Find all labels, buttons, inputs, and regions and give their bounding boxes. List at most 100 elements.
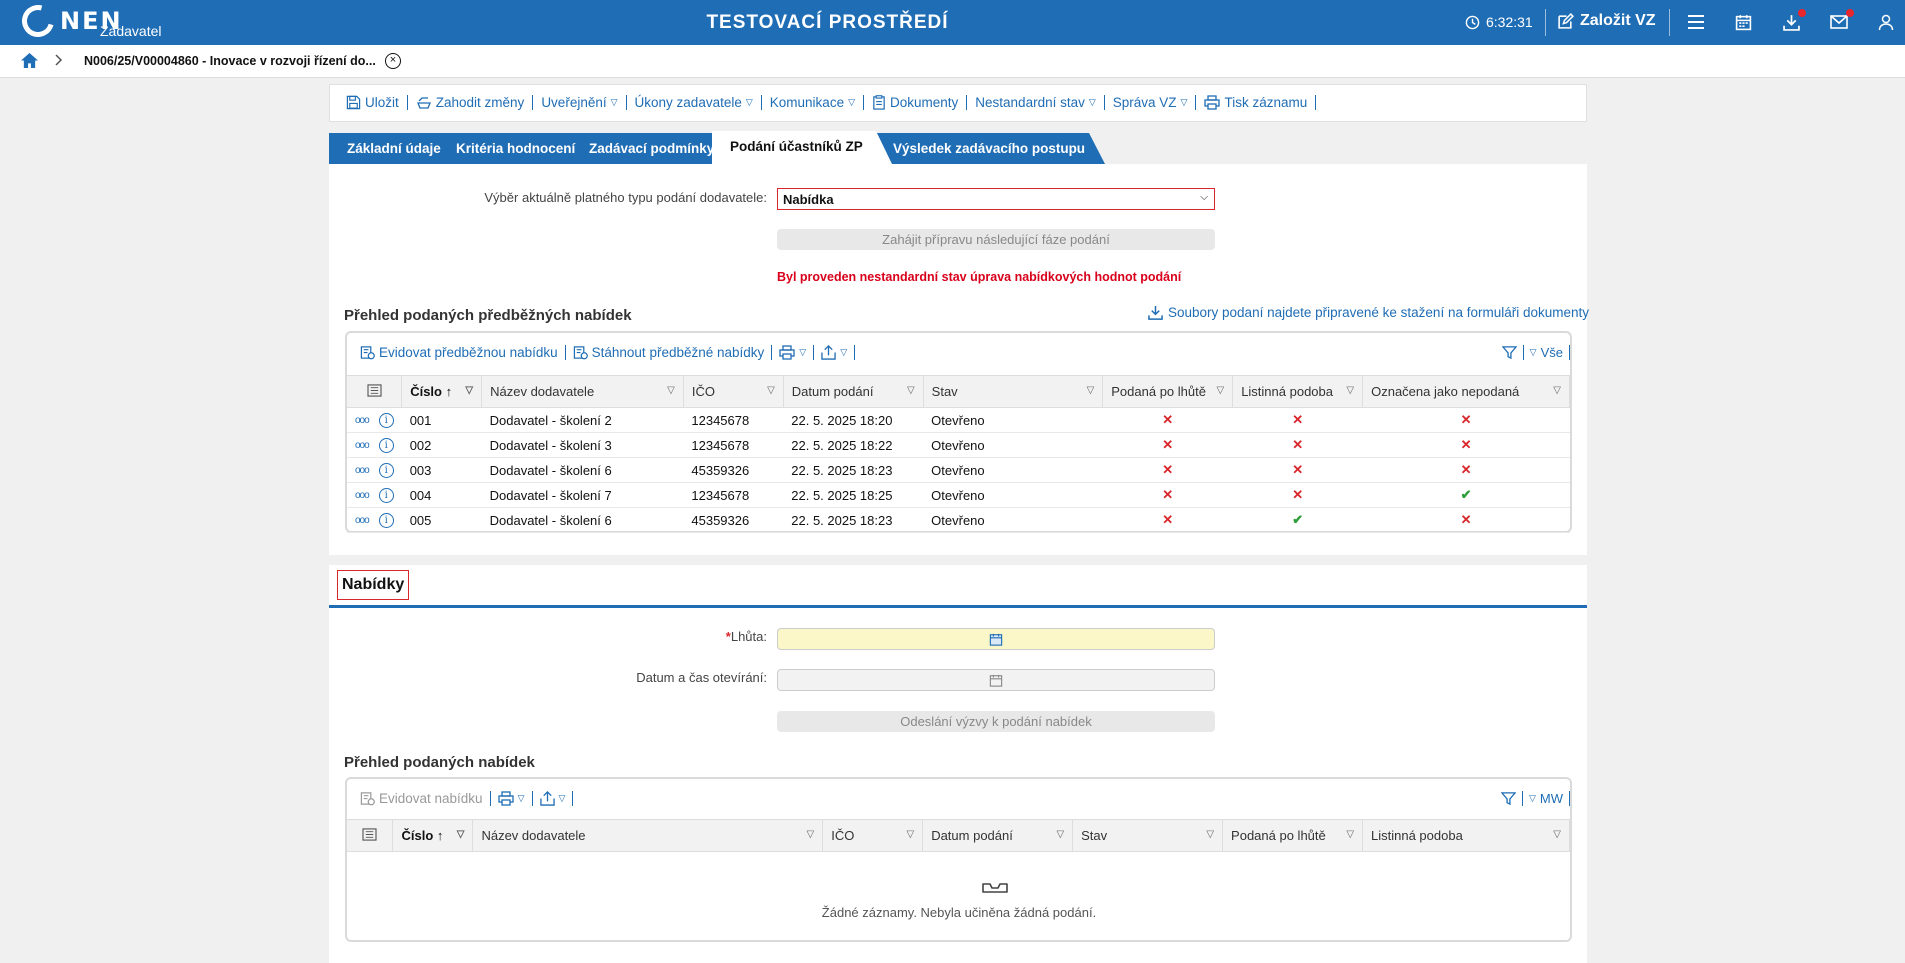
print-dropdown[interactable]: ▽ <box>772 345 815 360</box>
cell-nepodana: ✕ <box>1362 457 1570 483</box>
download-preliminary-button[interactable]: Stáhnout předběžné nabídky <box>566 345 773 360</box>
tab-1[interactable]: Kritéria hodnocení <box>438 133 588 164</box>
column-header-cislo[interactable]: Číslo ↑ ▽ <box>392 819 474 852</box>
info-icon[interactable]: i <box>378 512 394 528</box>
opening-label: Datum a čas otevírání: <box>636 670 767 685</box>
user-icon[interactable] <box>1874 11 1898 33</box>
calendar-icon[interactable] <box>1731 11 1755 33</box>
cell-datum: 22. 5. 2025 18:23 <box>783 507 924 533</box>
table-row[interactable]: ooo i 002 Dodavatel - školení 3 12345678 22. … <box>347 432 1570 458</box>
info-icon[interactable]: i <box>378 462 394 478</box>
table-row[interactable]: ooo i 005 Dodavatel - školení 6 45359326 22. … <box>347 507 1570 533</box>
register-offer-button[interactable]: Evidovat nabídku <box>353 791 491 806</box>
next-phase-button[interactable]: Zahájit přípravu následující fáze podání <box>777 229 1215 250</box>
info-icon[interactable]: i <box>378 412 394 428</box>
more-actions-icon[interactable]: ooo <box>355 464 370 476</box>
toolbar-item-2[interactable]: Uveřejnění ▽ <box>533 95 627 110</box>
check-icon: ✔ <box>1460 487 1472 502</box>
cell-po-lhute: ✕ <box>1102 482 1233 508</box>
more-actions-icon[interactable]: ooo <box>355 414 370 426</box>
breadcrumb-title[interactable]: N006/25/V00004860 - Inovace v rozvoji ří… <box>84 54 376 68</box>
view-select[interactable]: ▽ MW <box>1523 791 1570 806</box>
mail-icon[interactable] <box>1827 9 1854 33</box>
calendar-icon[interactable] <box>989 674 1003 687</box>
cross-icon: ✕ <box>1460 462 1472 477</box>
register-preliminary-button[interactable]: Evidovat předběžnou nabídku <box>353 345 566 360</box>
toolbar-item-4[interactable]: Komunikace ▽ <box>762 95 864 110</box>
column-header-datum[interactable]: Datum podání ▽ <box>922 819 1074 852</box>
menu-icon[interactable] <box>1684 11 1708 33</box>
table-row[interactable]: ooo i 003 Dodavatel - školení 6 45359326 22. … <box>347 457 1570 483</box>
column-header-po-lhute[interactable]: Podaná po lhůtě ▽ <box>1222 819 1364 852</box>
info-icon[interactable]: i <box>378 437 394 453</box>
toolbar-item-7[interactable]: Správa VZ ▽ <box>1105 95 1197 110</box>
cell-nepodana: ✕ <box>1362 507 1570 533</box>
column-header-stav[interactable]: Stav ▽ <box>1072 819 1224 852</box>
tab-3[interactable]: Podání účastníků ZP <box>712 131 892 164</box>
close-icon[interactable]: × <box>385 53 401 69</box>
chevron-down-icon: ▽ <box>745 97 753 107</box>
column-header-ico[interactable]: IČO ▽ <box>822 819 924 852</box>
toolbar-item-8[interactable]: Tisk záznamu <box>1196 95 1317 110</box>
submission-type-select[interactable]: Nabídka ⌵ <box>777 188 1215 210</box>
offers-grid: Evidovat nabídku ▽ ▽ ▽ MW Číslo ↑ ▽ Název… <box>345 777 1572 942</box>
more-actions-icon[interactable]: ooo <box>355 514 370 526</box>
empty-state-text: Žádné záznamy. Nebyla učiněna žádná podá… <box>821 905 1097 920</box>
create-vz-button[interactable]: Založit VZ <box>1557 12 1656 30</box>
chevron-down-icon: ▽ <box>610 97 618 107</box>
view-select[interactable]: ▽ Vše <box>1524 345 1570 360</box>
tab-4[interactable]: Výsledek zadávacího postupu <box>875 133 1105 164</box>
deadline-input[interactable] <box>777 628 1215 650</box>
column-header-listinna[interactable]: Listinná podoba ▽ <box>1232 375 1364 408</box>
export-dropdown[interactable]: ▽ <box>814 345 856 360</box>
column-header-po-lhute[interactable]: Podaná po lhůtě ▽ <box>1102 375 1234 408</box>
table-row[interactable]: ooo i 001 Dodavatel - školení 2 12345678 22. … <box>347 407 1570 433</box>
column-header-cislo[interactable]: Číslo ↑ ▽ <box>401 375 483 408</box>
calendar-icon[interactable] <box>989 633 1003 646</box>
cell-listinna: ✔ <box>1232 507 1363 533</box>
column-header-listinna[interactable]: Listinná podoba ▽ <box>1362 819 1570 852</box>
chevron-down-icon: ▽ <box>1180 97 1188 107</box>
table-row[interactable]: ooo i 004 Dodavatel - školení 7 12345678 22. … <box>347 482 1570 508</box>
column-header-nepodana[interactable]: Označena jako nepodaná ▽ <box>1362 375 1570 408</box>
filter-icon[interactable] <box>1496 345 1524 360</box>
clock-value: 6:32:31 <box>1486 14 1533 30</box>
column-settings-icon[interactable] <box>347 375 403 408</box>
download-icon[interactable] <box>1779 9 1806 33</box>
column-header-nazev[interactable]: Název dodavatele ▽ <box>472 819 824 852</box>
nen-logo[interactable]: NEN <box>16 0 123 43</box>
print-icon <box>779 345 795 360</box>
send-invitation-button[interactable]: Odeslání výzvy k podání nabídek <box>777 711 1215 732</box>
cell-cislo: 003 <box>401 457 482 483</box>
toolbar-item-6[interactable]: Nestandardní stav ▽ <box>967 95 1105 110</box>
download-files-link[interactable]: Soubory podaní najdete připravené ke sta… <box>1148 305 1589 320</box>
info-icon[interactable]: i <box>378 487 394 503</box>
column-header-ico[interactable]: IČO ▽ <box>683 375 784 408</box>
discard-icon <box>416 96 431 109</box>
toolbar-item-0[interactable]: Uložit <box>338 95 408 110</box>
tab-0[interactable]: Základní údaje <box>329 133 454 164</box>
toolbar-item-label: Uložit <box>365 95 399 110</box>
toolbar-item-3[interactable]: Úkony zadavatele ▽ <box>627 95 762 110</box>
column-header-datum[interactable]: Datum podání ▽ <box>783 375 924 408</box>
export-dropdown[interactable]: ▽ <box>533 791 574 806</box>
home-icon[interactable] <box>20 52 39 72</box>
more-actions-icon[interactable]: ooo <box>355 489 370 501</box>
filter-icon[interactable] <box>1495 791 1523 806</box>
column-header-nazev[interactable]: Název dodavatele ▽ <box>481 375 684 408</box>
toolbar-item-label: Komunikace <box>769 95 845 110</box>
opening-input[interactable] <box>777 669 1215 691</box>
check-icon: ✔ <box>1292 512 1304 527</box>
toolbar-item-1[interactable]: Zahodit změny <box>408 95 534 110</box>
toolbar-item-label: Úkony zadavatele <box>634 95 742 110</box>
tab-2[interactable]: Zadávací podmínky <box>571 133 729 164</box>
export-icon <box>539 791 555 806</box>
cell-ico: 45359326 <box>683 507 784 533</box>
column-settings-icon[interactable] <box>347 819 394 852</box>
logo-subtitle: Zadavatel <box>100 23 162 39</box>
print-dropdown[interactable]: ▽ <box>491 791 533 806</box>
column-header-stav[interactable]: Stav ▽ <box>923 375 1104 408</box>
more-actions-icon[interactable]: ooo <box>355 439 370 451</box>
cell-ico: 12345678 <box>683 482 784 508</box>
toolbar-item-5[interactable]: Dokumenty <box>864 95 968 110</box>
